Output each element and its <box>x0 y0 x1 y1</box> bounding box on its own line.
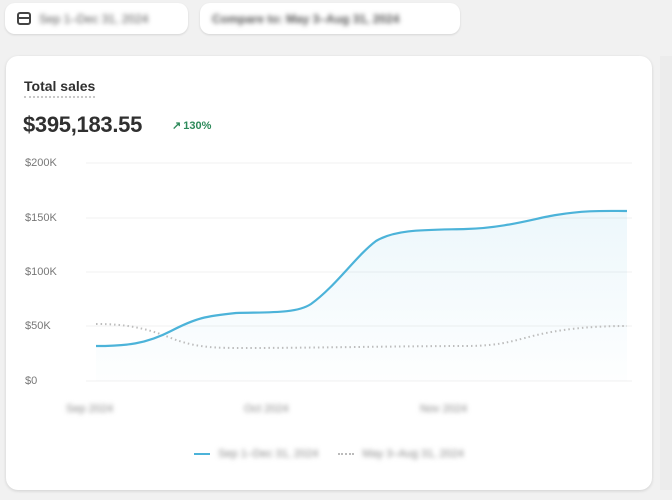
legend-current-label: Sep 1–Dec 31, 2024 <box>218 448 319 460</box>
legend-current[interactable]: Sep 1–Dec 31, 2024 <box>194 448 318 460</box>
legend-previous[interactable]: May 3–Aug 31, 2024 <box>338 448 464 460</box>
sales-line-chart[interactable] <box>6 56 652 490</box>
current-series-line <box>95 209 628 348</box>
card-title[interactable]: Total sales <box>24 78 96 98</box>
date-range-button[interactable]: Sep 1–Dec 31, 2024 <box>5 3 188 34</box>
y-tick-150k: $150K <box>25 212 57 224</box>
y-tick-100k: $100K <box>25 266 57 278</box>
dotted-line-swatch-icon <box>338 453 355 455</box>
total-sales-value: $395,183.55 <box>23 112 143 137</box>
x-tick-1: Sep 2024 <box>66 403 114 415</box>
compare-label: Compare to: May 3–Aug 31, 2024 <box>212 11 400 26</box>
y-tick-50k: $50K <box>25 320 51 332</box>
solid-line-swatch-icon <box>194 453 211 455</box>
delta-value: 130% <box>183 119 212 132</box>
date-range-label: Sep 1–Dec 31, 2024 <box>39 11 149 26</box>
y-tick-0: $0 <box>25 375 38 387</box>
total-sales-card: Total sales $395,183.55 ↗ 130% $200K $15… <box>6 56 652 490</box>
calendar-icon <box>17 12 31 25</box>
current-area <box>96 210 627 381</box>
previous-series-line <box>95 323 628 350</box>
adjacent-panel-edge <box>660 56 672 490</box>
delta-badge: ↗ 130% <box>172 119 212 133</box>
x-tick-2: Oct 2024 <box>244 403 289 415</box>
x-tick-3: Nov 2024 <box>420 403 468 415</box>
arrow-up-right-icon: ↗ <box>172 120 182 132</box>
compare-button[interactable]: Compare to: May 3–Aug 31, 2024 <box>200 3 460 34</box>
legend-previous-label: May 3–Aug 31, 2024 <box>362 448 464 460</box>
y-tick-200k: $200K <box>25 157 57 169</box>
chart-legend: Sep 1–Dec 31, 2024 May 3–Aug 31, 2024 <box>6 448 652 460</box>
